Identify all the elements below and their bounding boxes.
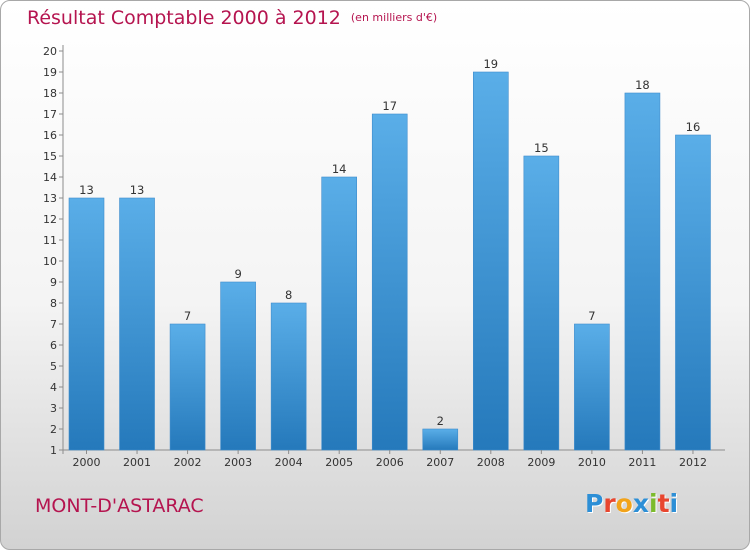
- bar: [422, 428, 459, 451]
- data-label: 13: [79, 183, 94, 197]
- proxiti-logo: Proxiti: [585, 489, 679, 518]
- x-tick-label: 2005: [325, 456, 353, 469]
- x-tick-label: 2010: [578, 456, 606, 469]
- x-tick-label: 2002: [174, 456, 202, 469]
- y-tick-label: 5: [50, 360, 57, 373]
- y-tick-label: 17: [43, 108, 57, 121]
- x-tick-label: 2003: [224, 456, 252, 469]
- y-tick-label: 7: [50, 318, 57, 331]
- bar: [321, 176, 357, 451]
- x-tick-label: 2006: [376, 456, 404, 469]
- y-tick-label: 12: [43, 213, 57, 226]
- x-tick-label: 2011: [628, 456, 656, 469]
- data-label: 8: [285, 288, 292, 302]
- bar: [119, 197, 155, 451]
- x-tick-label: 2007: [426, 456, 454, 469]
- y-tick-label: 2: [50, 423, 57, 436]
- y-tick-label: 8: [50, 297, 57, 310]
- y-tick-label: 13: [43, 192, 57, 205]
- bar: [473, 71, 509, 451]
- data-label: 2: [437, 414, 444, 428]
- data-label: 19: [483, 57, 498, 71]
- bar: [371, 113, 408, 451]
- bar: [169, 323, 206, 451]
- y-tick-label: 3: [50, 402, 57, 415]
- y-tick-label: 15: [43, 150, 57, 163]
- data-label: 17: [382, 99, 397, 113]
- x-tick-label: 2001: [123, 456, 151, 469]
- y-tick-label: 20: [43, 45, 57, 58]
- x-tick-label: 2000: [73, 456, 101, 469]
- y-tick-label: 9: [50, 276, 57, 289]
- chart-title-text: Résultat Comptable 2000 à 2012: [27, 7, 341, 29]
- bar: [675, 134, 711, 451]
- x-tick-label: 2004: [275, 456, 303, 469]
- y-tick-label: 4: [50, 381, 57, 394]
- data-label: 15: [534, 141, 549, 155]
- data-label: 14: [332, 162, 347, 176]
- chart-subtitle: (en milliers d'€): [350, 11, 438, 24]
- y-tick-label: 1: [50, 444, 57, 457]
- y-tick-label: 11: [43, 234, 57, 247]
- bar: [523, 155, 560, 451]
- y-tick-label: 16: [43, 129, 57, 142]
- bar: [68, 197, 105, 451]
- bar: [220, 281, 256, 451]
- y-tick-label: 14: [43, 171, 57, 184]
- x-tick-label: 2012: [679, 456, 707, 469]
- commune-name: MONT-D'ASTARAC: [35, 495, 204, 517]
- data-label: 18: [635, 78, 650, 92]
- y-tick-label: 6: [50, 339, 57, 352]
- data-label: 7: [184, 309, 191, 323]
- y-tick-label: 18: [43, 87, 57, 100]
- bar: [624, 92, 661, 451]
- data-label: 9: [234, 267, 241, 281]
- y-tick-label: 19: [43, 66, 57, 79]
- chart-title: Résultat Comptable 2000 à 2012 (en millie…: [27, 7, 437, 29]
- data-label: 16: [686, 120, 701, 134]
- bar: [574, 323, 610, 451]
- bar: [270, 302, 307, 451]
- y-tick-label: 10: [43, 255, 57, 268]
- data-label: 7: [588, 309, 595, 323]
- data-label: 13: [130, 183, 145, 197]
- x-tick-label: 2008: [477, 456, 505, 469]
- x-tick-label: 2009: [527, 456, 555, 469]
